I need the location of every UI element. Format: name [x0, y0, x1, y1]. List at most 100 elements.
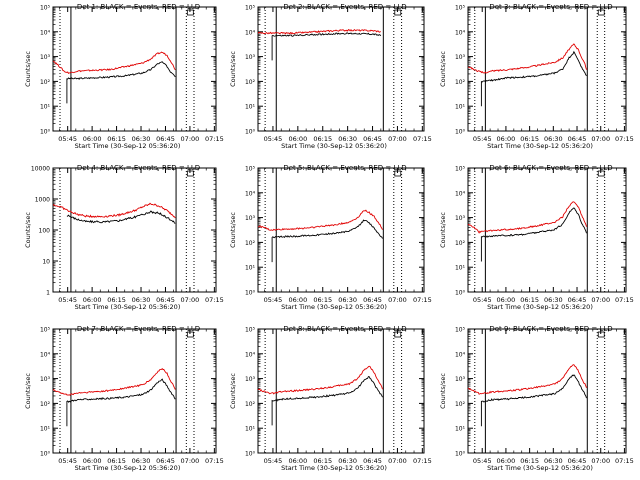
detector-panel-5: 10⁰ 10¹ 10² 10³ 10⁴ 10⁵ 05:45 06:00 06:15 06:30 06… — [229, 164, 432, 311]
x-axis-label: Start Time (30-Sep-12 05:36:20) — [281, 303, 387, 311]
x-tick-label: 05:45 — [58, 457, 77, 465]
y-tick-label: 10⁴ — [455, 29, 466, 36]
panel-title: Det 8: BLACK = Events, RED = LLD — [283, 325, 406, 333]
panel-title: Det 2: BLACK = Events, RED = LLD — [283, 3, 406, 11]
y-tick-label: 10³ — [245, 54, 256, 61]
detector-panel-2: 10⁰ 10¹ 10² 10³ 10⁴ 10⁵ 05:45 06:00 06:15 06:30 06… — [229, 3, 432, 150]
x-tick-label: 06:00 — [288, 457, 307, 465]
y-tick-label: 10³ — [245, 376, 256, 383]
x-axis-label: Start Time (30-Sep-12 05:36:20) — [75, 142, 181, 150]
y-tick-label: 1 — [46, 290, 50, 297]
y-tick-label: 10⁴ — [245, 351, 256, 358]
y-tick-label: 10⁵ — [455, 166, 466, 173]
y-tick-label: 10⁰ — [455, 129, 466, 136]
x-tick-label: 07:00 — [591, 135, 610, 143]
y-tick-label: 10³ — [245, 215, 256, 222]
panel-title: Det 6: BLACK = Events, RED = LLD — [489, 164, 612, 172]
lld-series-line — [468, 364, 587, 395]
x-tick-label: 06:15 — [107, 296, 126, 304]
x-tick-label: 06:00 — [497, 296, 516, 304]
plot-frame — [257, 6, 425, 132]
x-tick-label: 05:45 — [473, 135, 492, 143]
y-tick-label: 10² — [245, 79, 256, 86]
y-axis-label: Counts/sec — [439, 212, 447, 248]
y-tick-label: 10⁴ — [455, 351, 466, 358]
lld-series-line — [468, 201, 587, 234]
plot-frame — [467, 167, 627, 293]
x-tick-label: 06:30 — [132, 457, 151, 465]
y-tick-label: 1000 — [35, 197, 50, 204]
x-tick-label: 07:00 — [388, 296, 407, 304]
x-tick-label: 06:15 — [520, 135, 539, 143]
x-tick-label: 06:45 — [568, 457, 587, 465]
y-axis-label: Counts/sec — [24, 373, 32, 409]
x-tick-label: 07:00 — [591, 296, 610, 304]
y-tick-label: 10³ — [40, 376, 51, 383]
x-tick-label: 06:45 — [568, 135, 587, 143]
marker-box — [597, 9, 605, 16]
y-tick-label: 10¹ — [455, 265, 466, 272]
marker-box — [186, 331, 194, 338]
x-tick-label: 07:15 — [615, 296, 634, 304]
lld-series-line — [258, 365, 383, 395]
x-axis-label: Start Time (30-Sep-12 05:36:20) — [75, 303, 181, 311]
plot-frame — [467, 6, 627, 132]
y-axis-label: Counts/sec — [24, 51, 32, 87]
x-tick-label: 06:30 — [338, 457, 357, 465]
y-tick-label: 10⁰ — [245, 129, 256, 136]
x-tick-label: 07:15 — [205, 296, 224, 304]
y-tick-label: 10¹ — [245, 265, 256, 272]
y-tick-label: 10⁰ — [40, 129, 51, 136]
marker-box — [186, 170, 194, 177]
x-tick-label: 06:45 — [568, 296, 587, 304]
x-tick-label: 07:15 — [615, 135, 634, 143]
y-tick-label: 10⁵ — [245, 327, 256, 334]
x-tick-label: 06:45 — [156, 135, 175, 143]
x-tick-label: 06:15 — [313, 296, 332, 304]
x-axis-label: Start Time (30-Sep-12 05:36:20) — [281, 464, 387, 472]
x-tick-label: 07:00 — [388, 135, 407, 143]
y-axis-label: Counts/sec — [439, 51, 447, 87]
y-tick-label: 10⁴ — [245, 29, 256, 36]
plot-frame — [467, 328, 627, 454]
x-tick-label: 07:15 — [615, 457, 634, 465]
y-tick-label: 10⁴ — [245, 190, 256, 197]
detector-panel-8: 10⁰ 10¹ 10² 10³ 10⁴ 10⁵ 05:45 06:00 06:15 06:30 06… — [229, 325, 432, 472]
detector-panel-6: 10⁰ 10¹ 10² 10³ 10⁴ 10⁵ 05:45 06:00 06:15 06:30 06… — [439, 164, 634, 311]
y-tick-label: 10² — [455, 401, 466, 408]
events-series-line — [480, 207, 587, 262]
marker-box — [597, 331, 605, 338]
events-series-line — [66, 210, 176, 224]
y-tick-label: 10² — [40, 79, 51, 86]
y-tick-label: 10² — [40, 401, 51, 408]
y-axis-label: Counts/sec — [229, 373, 237, 409]
marker-box — [394, 9, 402, 16]
y-tick-label: 10 — [42, 259, 50, 266]
x-axis-label: Start Time (30-Sep-12 05:36:20) — [487, 464, 593, 472]
x-tick-label: 06:15 — [107, 457, 126, 465]
detector-panel-7: 10⁰ 10¹ 10² 10³ 10⁴ 10⁵ 05:45 06:00 06:15 06:30 06… — [24, 325, 224, 472]
y-tick-label: 10⁰ — [455, 451, 466, 458]
x-tick-label: 06:15 — [107, 135, 126, 143]
y-tick-label: 10¹ — [455, 426, 466, 433]
y-tick-label: 10⁵ — [455, 5, 466, 12]
x-tick-label: 07:00 — [181, 296, 200, 304]
marker-box — [394, 170, 402, 177]
x-tick-label: 06:45 — [363, 296, 382, 304]
detector-panel-9: 10⁰ 10¹ 10² 10³ 10⁴ 10⁵ 05:45 06:00 06:15 06:30 06… — [439, 325, 634, 472]
x-tick-label: 07:15 — [205, 457, 224, 465]
events-series-line — [271, 32, 382, 61]
y-tick-label: 10⁴ — [40, 351, 51, 358]
y-tick-label: 10⁵ — [40, 327, 51, 334]
events-series-line — [480, 374, 587, 427]
y-tick-label: 10² — [455, 79, 466, 86]
plot-frame — [52, 6, 217, 132]
y-tick-label: 10⁵ — [455, 327, 466, 334]
y-tick-label: 10³ — [455, 215, 466, 222]
y-tick-label: 10⁰ — [245, 290, 256, 297]
x-tick-label: 07:15 — [205, 135, 224, 143]
panel-title: Det 3: BLACK = Events, RED = LLD — [489, 3, 612, 11]
y-tick-label: 100 — [39, 228, 51, 235]
y-tick-label: 10¹ — [455, 104, 466, 111]
x-tick-label: 06:45 — [363, 135, 382, 143]
